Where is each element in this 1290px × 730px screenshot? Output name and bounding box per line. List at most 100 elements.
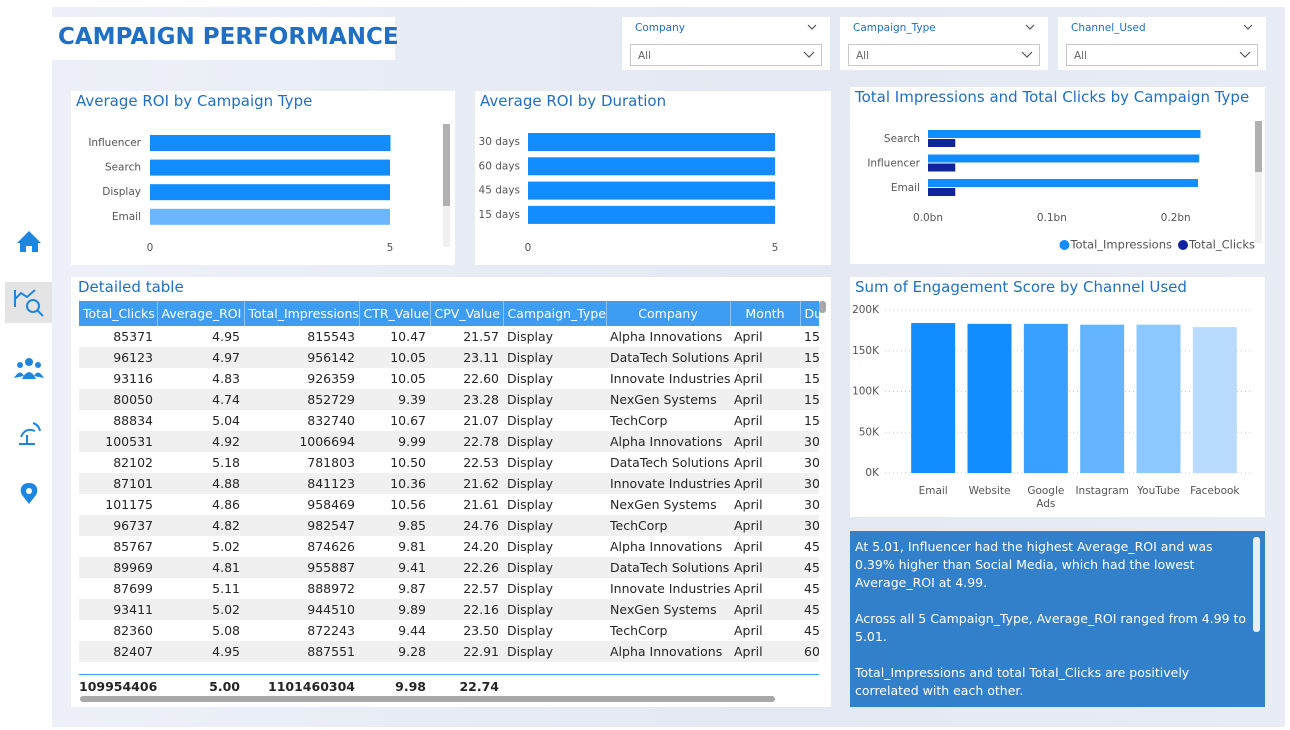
location-icon[interactable] — [20, 483, 38, 504]
chart: 0 5 30 days 60 days 45 days 15 days — [479, 133, 778, 254]
filter: Channel_Used All — [1058, 17, 1266, 70]
people-icon[interactable] — [14, 358, 44, 379]
column-header[interactable]: CTR_Value — [359, 301, 431, 326]
table-cell: 82102 — [113, 455, 153, 470]
bar — [528, 181, 775, 200]
table-cell: 10.05 — [359, 347, 430, 368]
chevron — [807, 24, 817, 30]
filter-dropdown[interactable]: All — [630, 44, 822, 66]
table-cell: 15 days — [800, 389, 819, 410]
table-cell: 15 days — [804, 371, 819, 386]
table-cell: DataTech Solutions — [606, 347, 730, 368]
total-cell: 109954406 — [79, 679, 158, 694]
narrative-paragraph: At 5.01, Influencer had the highest Aver… — [855, 539, 1213, 590]
narrative-paragraph: Across all 5 Campaign_Type, Average_ROI … — [855, 611, 1247, 644]
y-tick-label: 200K — [852, 304, 880, 316]
bar — [928, 179, 1198, 187]
column-header[interactable]: Company — [606, 301, 731, 326]
bar — [528, 205, 775, 224]
column-header[interactable]: CPV_Value — [430, 301, 504, 326]
table-cell: 5.08 — [212, 623, 240, 638]
table-cell: 9.28 — [359, 641, 430, 662]
table-cell: DataTech Solutions — [610, 455, 730, 470]
y-tick-label: Search — [105, 162, 141, 174]
table-cell: Innovate Industries — [610, 371, 730, 386]
table-cell: April — [734, 329, 763, 344]
table-cell: 87699 — [113, 581, 153, 596]
home-icon[interactable] — [17, 231, 41, 252]
x-tick-label: Instagram — [1075, 485, 1129, 497]
h-scrollbar[interactable] — [80, 696, 775, 702]
legend-label: Total_Impressions — [1069, 238, 1172, 252]
x-tick-label: Google Ads — [1027, 485, 1065, 510]
filter-dropdown[interactable]: All — [848, 44, 1040, 66]
table-cell: 852729 — [244, 389, 359, 410]
x-tick-label: 0 — [147, 242, 154, 254]
table-cell: 781803 — [307, 455, 355, 470]
table-cell: 9.39 — [359, 389, 430, 410]
table-cell: 10.56 — [390, 497, 426, 512]
bar — [928, 139, 956, 147]
table-cell: April — [734, 497, 763, 512]
y-tick-label: 150K — [852, 345, 880, 357]
scroll-thumb[interactable] — [1255, 121, 1262, 172]
column-header[interactable]: Total_Impressions — [244, 301, 360, 326]
table-cell: DataTech Solutions — [606, 557, 730, 578]
table-cell: TechCorp — [606, 515, 730, 536]
chevron — [1021, 51, 1033, 58]
scroll-thumb[interactable] — [443, 124, 450, 206]
table-cell: Display — [503, 515, 606, 536]
table-title: Detailed table — [78, 278, 184, 296]
table-cell: 5.02 — [157, 599, 244, 620]
table-cell: NexGen Systems — [606, 599, 730, 620]
table-cell: 5.04 — [212, 413, 240, 428]
bar — [911, 323, 956, 473]
table-cell: TechCorp — [610, 623, 668, 638]
column-header[interactable]: Total_Clicks — [79, 301, 158, 326]
table-cell: 5.18 — [212, 455, 240, 470]
x-tick-label: YouTube — [1137, 485, 1180, 497]
table-row: 80050 4.74 852729 9.39 23.28 Display NexGen Sy… — [79, 389, 819, 410]
column-header[interactable]: Average_ROI — [157, 301, 245, 326]
table-cell: 80050 — [79, 389, 157, 410]
legend-swatch — [1177, 240, 1188, 250]
chart-panel: 0 5 Influencer Search Display Email Average RO… — [71, 91, 455, 265]
bar — [928, 163, 956, 172]
filter-dropdown[interactable]: All — [1066, 44, 1258, 66]
title-box: CAMPAIGN PERFORMANCE — [52, 17, 399, 60]
analytics-icon[interactable] — [14, 289, 44, 317]
bar — [967, 323, 1012, 473]
table-cell: 15 days — [804, 329, 819, 344]
table-cell: Display — [503, 431, 606, 452]
narrative-scrollbar[interactable] — [1253, 537, 1260, 632]
table-cell: 9.89 — [359, 599, 430, 620]
bar — [928, 188, 956, 196]
table-cell: 4.86 — [212, 497, 240, 512]
table-cell: April — [730, 515, 800, 536]
chart-title: Total Impressions and Total Clicks by Ca… — [855, 88, 1250, 106]
table-cell: 4.92 — [157, 431, 244, 452]
table-cell: 30 days — [804, 497, 819, 512]
table-cell: 93116 — [113, 371, 153, 386]
y-tick-label: Influencer — [88, 137, 141, 149]
satellite-icon[interactable] — [19, 422, 41, 445]
column-header[interactable]: Duration — [800, 301, 819, 326]
table-cell: 887551 — [244, 641, 359, 662]
table-cell: 4.81 — [157, 557, 244, 578]
page-title: CAMPAIGN PERFORMANCE — [58, 24, 399, 50]
total-cell: 1101460304 — [268, 679, 355, 694]
chart-panel: 0.0bn 0.1bn 0.2bn Search Influencer Email Tota… — [850, 87, 1265, 264]
table-cell: 85767 — [113, 539, 153, 554]
table-cell: April — [730, 347, 800, 368]
table-cell: 89969 — [79, 557, 157, 578]
column-header[interactable]: Month — [730, 301, 801, 326]
table-cell: 23.11 — [430, 347, 503, 368]
x-tick-label: 5 — [387, 242, 394, 254]
v-scrollbar[interactable] — [819, 301, 826, 313]
y-tick-label: 60 days — [479, 160, 520, 172]
table-row: 82360 5.08 872243 9.44 23.50 Display TechCorp A… — [79, 620, 819, 641]
column-header[interactable]: Campaign_Type — [503, 301, 607, 326]
table-cell: 22.53 — [463, 455, 499, 470]
chevron — [1243, 24, 1253, 30]
x-tick-label: 0.1bn — [1037, 212, 1067, 224]
